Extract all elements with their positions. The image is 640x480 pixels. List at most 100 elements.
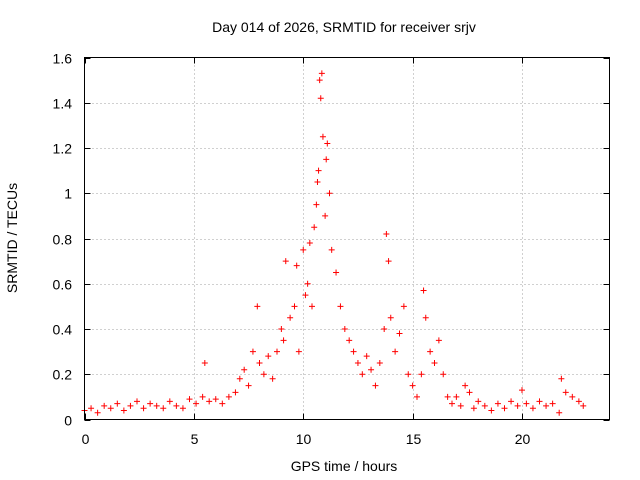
data-point (381, 326, 388, 332)
data-point (556, 409, 563, 416)
data-point (134, 398, 140, 405)
data-point (120, 407, 127, 414)
data-point (580, 402, 587, 409)
data-point (323, 156, 330, 163)
x-tick-label: 20 (515, 431, 531, 447)
data-point (508, 398, 515, 405)
data-point (400, 303, 407, 310)
y-tick-label: 1 (64, 186, 72, 202)
data-point (494, 400, 501, 407)
tick-layer: 0 5 10 15 20 0 0.2 0.4 0.6 0.8 1 1.2 1.4 1.6 (53, 51, 610, 447)
data-point (328, 246, 335, 253)
data-point (293, 262, 300, 269)
data-point (359, 371, 366, 378)
data-point (302, 292, 309, 299)
data-point (337, 303, 344, 310)
data-point (457, 402, 464, 409)
data-point (199, 393, 206, 400)
data-point (193, 400, 200, 407)
data-point (236, 375, 243, 382)
data-point (558, 375, 565, 382)
data-point (241, 366, 248, 373)
data-point (431, 359, 438, 366)
data-point (278, 326, 285, 332)
data-point (317, 95, 324, 102)
data-point (127, 402, 134, 409)
data-point (260, 371, 267, 378)
data-point (326, 190, 333, 197)
data-point (311, 224, 318, 231)
data-point (501, 405, 508, 412)
y-tick-label: 1.6 (53, 51, 73, 67)
plot-frame (84, 57, 610, 420)
data-point (435, 337, 442, 344)
data-point (300, 246, 307, 253)
data-point (475, 398, 482, 405)
data-point (523, 400, 530, 407)
grid-layer (84, 57, 610, 420)
data-point (315, 167, 322, 174)
data-point (418, 371, 425, 378)
data-point (481, 402, 488, 409)
y-tick-label: 0.8 (53, 232, 73, 248)
data-point (322, 212, 329, 219)
data-point (287, 314, 294, 321)
y-tick-label: 1.2 (53, 141, 73, 157)
x-tick-label: 15 (406, 431, 422, 447)
data-point (101, 402, 108, 409)
data-point (409, 382, 416, 389)
y-axis-label: SRMTID / TECUs (4, 183, 20, 293)
y-tick-label: 0.4 (53, 322, 73, 338)
data-point (440, 371, 447, 378)
data-point (282, 258, 289, 265)
data-point (319, 133, 326, 140)
data-point (186, 396, 193, 403)
data-point (147, 400, 154, 407)
data-point (466, 389, 473, 396)
data-point (354, 359, 361, 366)
y-tick-label: 0.6 (53, 277, 73, 293)
data-point (225, 393, 232, 400)
data-point (306, 240, 313, 247)
data-point (212, 396, 219, 403)
chart-title: Day 014 of 2026, SRMTID for receiver srj… (212, 19, 476, 35)
data-point (254, 303, 261, 310)
data-point (269, 375, 276, 382)
data-point (324, 140, 331, 147)
data-point (140, 405, 147, 412)
data-point (514, 402, 521, 409)
data-point (372, 382, 379, 389)
data-point (232, 389, 239, 396)
data-point (316, 77, 323, 84)
data-point (575, 398, 582, 405)
y-tick-label: 0 (64, 413, 72, 429)
data-point (295, 348, 302, 355)
data-point (291, 303, 298, 310)
data-point (396, 330, 403, 337)
data-point (519, 387, 525, 394)
data-point (549, 400, 556, 407)
data-point (405, 371, 412, 378)
data-point (219, 400, 226, 407)
data-point (245, 382, 252, 389)
data-point (280, 337, 287, 344)
x-tick-label: 10 (296, 431, 312, 447)
data-point (536, 398, 543, 405)
x-tick-label: 0 (82, 431, 90, 447)
data-point (385, 258, 392, 265)
data-point (383, 230, 390, 237)
x-tick-label: 5 (191, 431, 199, 447)
data-point (363, 353, 370, 360)
data-point (313, 201, 320, 208)
data-point (309, 303, 315, 310)
data-point (427, 348, 434, 355)
data-point (569, 393, 576, 400)
data-point (88, 405, 95, 412)
data-point (166, 398, 173, 405)
data-point (488, 407, 495, 414)
data-point (179, 405, 186, 412)
data-point (462, 382, 469, 389)
data-point (333, 269, 340, 276)
data-point (346, 337, 353, 344)
data-point (387, 314, 394, 321)
